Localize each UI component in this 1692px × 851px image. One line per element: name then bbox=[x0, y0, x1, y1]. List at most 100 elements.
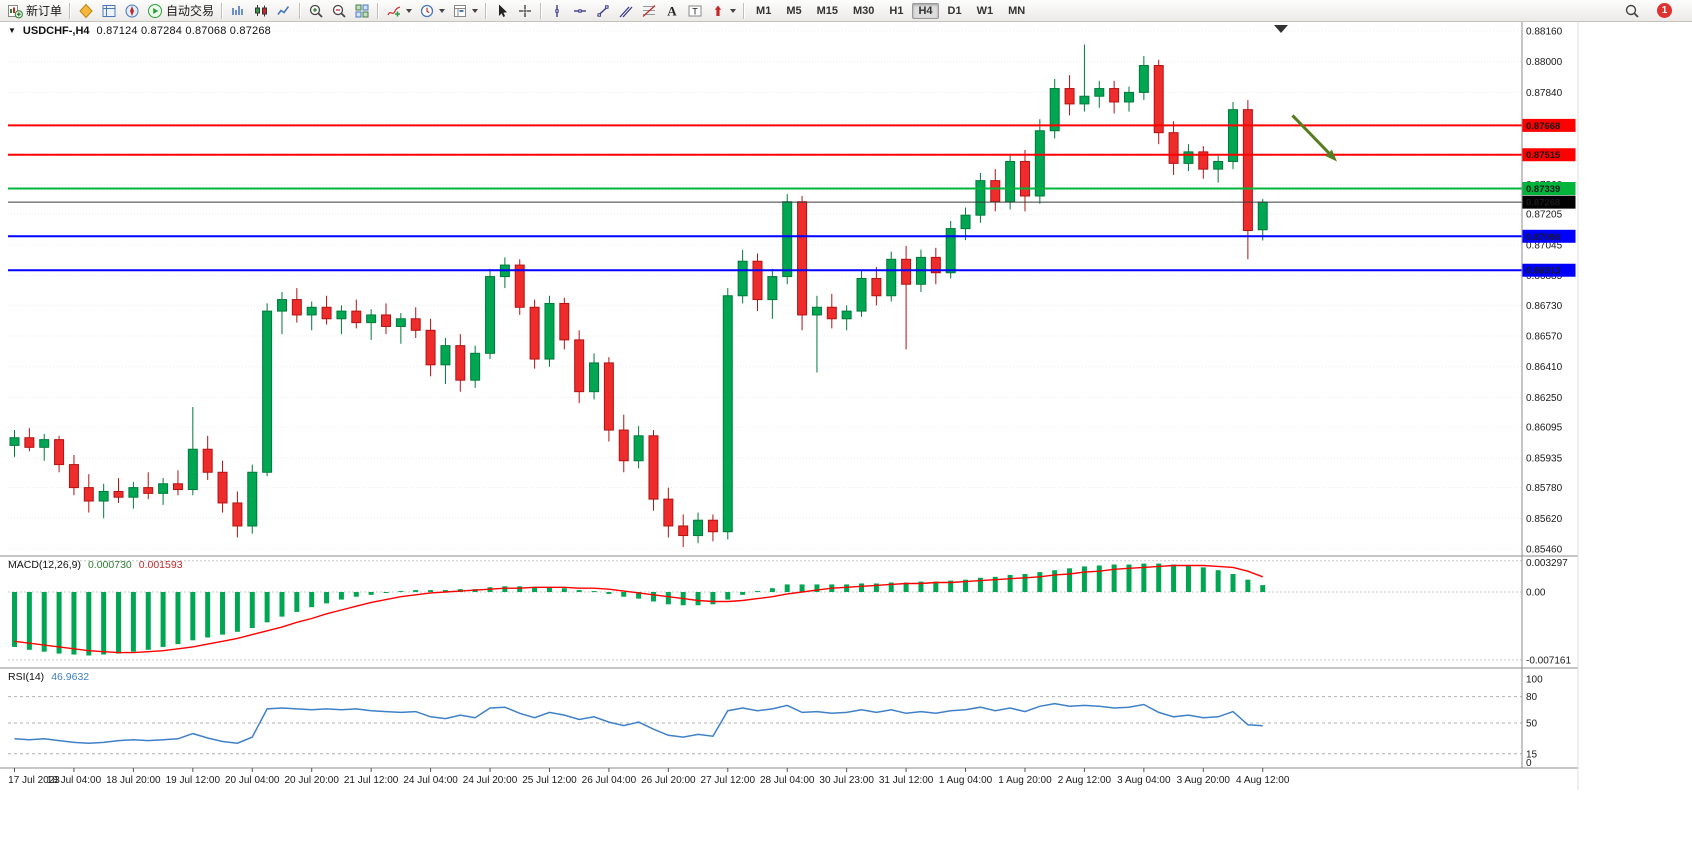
rsi-indicator bbox=[14, 702, 1263, 744]
notification-badge[interactable]: 1 bbox=[1657, 3, 1672, 18]
macd-histogram-bar bbox=[398, 591, 404, 593]
data-window-button[interactable] bbox=[98, 1, 120, 21]
crosshair-button[interactable] bbox=[514, 1, 536, 21]
macd-histogram-bar bbox=[12, 592, 17, 647]
dropdown-caret-icon bbox=[472, 8, 479, 13]
candle-body bbox=[930, 256, 941, 274]
horizontal-lines[interactable]: 0.87668 0.87515 0.87339 0.87268 0.87090 0.869… bbox=[8, 118, 1576, 277]
macd-histogram-bar bbox=[1096, 565, 1102, 592]
price-badge-label: 0.87268 bbox=[1526, 198, 1560, 209]
navigator-button[interactable] bbox=[121, 1, 143, 21]
time-axis-label: 3 Aug 20:00 bbox=[1177, 775, 1231, 786]
candle-body bbox=[1124, 91, 1134, 103]
macd-histogram-bar bbox=[294, 592, 300, 612]
timeframe-button-m1[interactable]: M1 bbox=[756, 4, 772, 17]
templates-button[interactable] bbox=[449, 1, 481, 21]
macd-histogram-bar bbox=[101, 592, 107, 655]
line-chart-button[interactable] bbox=[273, 1, 295, 21]
time-axis-label: 4 Aug 12:00 bbox=[1236, 775, 1290, 786]
macd-histogram-bar bbox=[1171, 564, 1177, 592]
candle-body bbox=[559, 302, 570, 341]
timeframe-button-h1[interactable]: H1 bbox=[889, 4, 904, 17]
macd-histogram-bar bbox=[1141, 563, 1147, 592]
candle-body bbox=[440, 345, 451, 366]
timeframe-button-h4[interactable]: H4 bbox=[912, 2, 939, 19]
price-badge bbox=[1522, 263, 1576, 277]
timeframe-button-w1[interactable]: W1 bbox=[976, 4, 994, 17]
price-badge-label: 0.86913 bbox=[1526, 266, 1560, 277]
candle-body bbox=[113, 490, 124, 498]
auto-trading-button[interactable]: 自动交易 bbox=[144, 1, 217, 21]
annotations[interactable] bbox=[1274, 25, 1338, 162]
new-order-button-label: 新订单 bbox=[26, 4, 63, 18]
chart-shift-marker[interactable] bbox=[1274, 25, 1288, 33]
candle-body bbox=[306, 306, 317, 316]
macd-histogram-bar bbox=[338, 592, 344, 600]
candle-body bbox=[589, 362, 600, 393]
macd-histogram-bar bbox=[1260, 585, 1266, 592]
trend-arrow-head bbox=[1325, 149, 1338, 162]
text-icon: A bbox=[664, 3, 680, 19]
text-button[interactable]: A bbox=[661, 1, 683, 21]
candle-body bbox=[856, 277, 867, 312]
rsi-axis-label: 15 bbox=[1526, 749, 1538, 760]
search-icon bbox=[1624, 3, 1640, 19]
candle-body bbox=[574, 339, 585, 393]
auto-trading-button-label: 自动交易 bbox=[166, 4, 215, 18]
text-label-button[interactable]: T bbox=[684, 1, 706, 21]
arrows-button[interactable] bbox=[707, 1, 739, 21]
candle-body bbox=[663, 498, 674, 527]
clock-icon bbox=[419, 3, 435, 19]
vertical-line-button[interactable] bbox=[546, 1, 568, 21]
zoom-out-button[interactable] bbox=[328, 1, 350, 21]
candle-body bbox=[1198, 151, 1209, 170]
price-badge bbox=[1522, 229, 1576, 243]
candle-body bbox=[990, 180, 1001, 203]
candle-body bbox=[143, 487, 154, 494]
channel-button[interactable] bbox=[615, 1, 637, 21]
candle-chart-button[interactable] bbox=[250, 1, 272, 21]
cursor-button[interactable] bbox=[491, 1, 513, 21]
macd-indicator bbox=[12, 563, 1266, 656]
toolbar-separator bbox=[299, 2, 302, 19]
price-axis-label: 0.86570 bbox=[1526, 332, 1563, 343]
candle-body bbox=[1049, 88, 1060, 132]
timeframe-button-d1[interactable]: D1 bbox=[947, 4, 962, 17]
channel-icon bbox=[618, 3, 634, 19]
candle-body bbox=[1019, 160, 1030, 197]
tile-windows-button[interactable] bbox=[351, 1, 373, 21]
macd-histogram-bar bbox=[309, 592, 315, 608]
macd-histogram-bar bbox=[116, 592, 122, 654]
trendline-button[interactable] bbox=[592, 1, 614, 21]
fibonacci-button[interactable] bbox=[638, 1, 660, 21]
candle-body bbox=[410, 318, 421, 331]
trend-arrow-annotation[interactable] bbox=[1291, 114, 1333, 157]
timeframe-button-m15[interactable]: M15 bbox=[816, 4, 838, 17]
candle-body bbox=[455, 345, 466, 381]
timeframe-button-mn[interactable]: MN bbox=[1008, 4, 1026, 17]
bar-chart-button[interactable] bbox=[227, 1, 249, 21]
macd-histogram-bar bbox=[977, 577, 983, 592]
timeframe-button-m5[interactable]: M5 bbox=[786, 4, 802, 17]
candle-body bbox=[247, 471, 258, 527]
market-watch-button[interactable] bbox=[75, 1, 97, 21]
macd-histogram-bar bbox=[383, 592, 389, 593]
macd-histogram-bar bbox=[621, 592, 627, 597]
horizontal-line-button[interactable] bbox=[569, 1, 591, 21]
dropdown-caret-icon bbox=[730, 8, 737, 13]
price-axis[interactable]: 0.881600.880000.878400.876800.875200.873… bbox=[1526, 27, 1563, 556]
macd-histogram-bar bbox=[1126, 564, 1132, 592]
fibo-icon bbox=[641, 3, 657, 19]
indicators-button[interactable] bbox=[383, 1, 415, 21]
macd-histogram-bar bbox=[859, 583, 865, 592]
timeframe-button-m30[interactable]: M30 bbox=[853, 4, 875, 17]
zoom-in-button[interactable] bbox=[305, 1, 327, 21]
macd-histogram-bar bbox=[502, 586, 508, 592]
new-order-button[interactable]: 新订单 bbox=[4, 1, 65, 21]
toolbar-separator bbox=[743, 2, 746, 19]
search-button[interactable] bbox=[1621, 1, 1643, 21]
periods-button[interactable] bbox=[416, 1, 448, 21]
